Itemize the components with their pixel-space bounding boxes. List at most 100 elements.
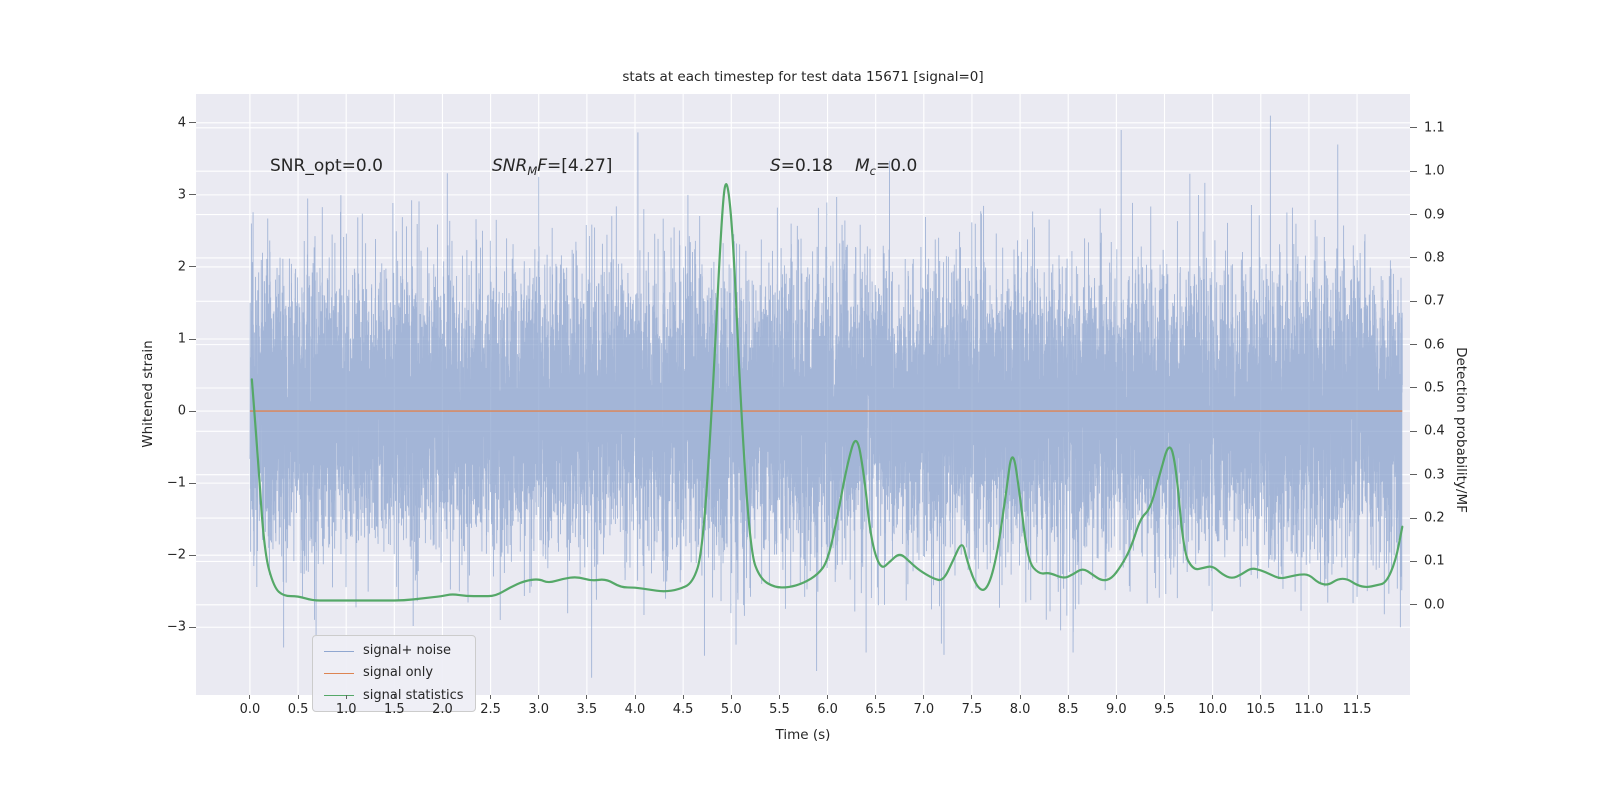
annotation-text-part: SNR_opt=0.0 (270, 156, 383, 176)
left-y-tick-mark (189, 122, 196, 124)
left-y-tick-label: 0 (177, 403, 186, 419)
x-tick-mark (1019, 695, 1021, 699)
x-tick-mark (730, 695, 732, 699)
x-tick-mark (1308, 695, 1310, 699)
x-tick-mark (441, 695, 443, 699)
annotation-text-part: F (537, 156, 548, 176)
legend-item-label: signal statistics (363, 687, 464, 703)
x-tick-label: 5.0 (720, 702, 742, 717)
x-tick-label: 0.0 (239, 702, 261, 717)
right-y-tick-label: 0.0 (1424, 597, 1445, 613)
x-tick-label: 8.0 (1009, 702, 1031, 717)
x-tick-label: 0.5 (287, 702, 309, 717)
legend-item: signal+ noise (324, 643, 464, 659)
right-y-tick-label: 0.2 (1424, 510, 1445, 526)
x-tick-mark (1212, 695, 1214, 699)
x-tick-label: 3.5 (576, 702, 598, 717)
annotation-text-part: SNR (492, 156, 528, 176)
annotation-text-part: =0.18 (780, 156, 833, 176)
x-tick-label: 5.5 (769, 702, 790, 717)
x-tick-mark (1356, 695, 1358, 699)
x-tick-mark (586, 695, 588, 699)
right-y-tick-mark (1410, 430, 1417, 432)
left-y-tick-label: 1 (177, 331, 186, 347)
right-y-tick-label: 0.7 (1424, 293, 1445, 309)
annotation-text-part: =0.0 (876, 156, 918, 176)
s-stat-annotation: S=0.18 (770, 156, 833, 176)
left-y-tick-label: −1 (166, 475, 186, 491)
right-y-tick-mark (1410, 127, 1417, 129)
right-y-tick-label: 0.3 (1424, 467, 1445, 483)
x-tick-mark (1115, 695, 1117, 699)
right-y-tick-label: 0.5 (1424, 380, 1445, 396)
x-tick-mark (923, 695, 925, 699)
legend-line-sample (324, 672, 354, 674)
left-y-tick-label: −2 (166, 547, 186, 563)
x-tick-mark (538, 695, 540, 699)
x-tick-mark (345, 695, 347, 699)
right-y-tick-label: 1.0 (1424, 163, 1445, 179)
x-tick-mark (249, 695, 251, 699)
x-tick-mark (297, 695, 299, 699)
left-y-tick-mark (189, 554, 196, 556)
x-tick-mark (1164, 695, 1165, 699)
x-tick-label: 4.0 (624, 702, 646, 717)
x-tick-label: 2.0 (432, 702, 453, 717)
left-y-tick-label: −3 (166, 619, 186, 635)
x-tick-label: 7.5 (961, 702, 983, 717)
legend-item-label: signal+ noise (363, 643, 452, 658)
right-y-tick-label: 0.8 (1424, 250, 1445, 266)
annotation-text-part: M (527, 164, 538, 178)
x-tick-label: 9.0 (1106, 702, 1127, 717)
x-tick-label: 11.0 (1294, 702, 1324, 717)
left-y-tick-label: 2 (177, 259, 186, 275)
right-y-tick-mark (1410, 517, 1417, 519)
right-y-tick-mark (1410, 387, 1417, 389)
x-tick-mark (971, 695, 973, 699)
x-tick-label: 10.0 (1198, 702, 1228, 717)
right-y-tick-mark (1410, 474, 1417, 476)
legend: signal+ noise signal only signal statistic… (312, 635, 476, 712)
legend-line-sample (324, 695, 354, 697)
left-y-tick-mark (189, 338, 196, 340)
annotation-text-part: c (869, 164, 876, 178)
x-tick-mark (1067, 695, 1069, 699)
right-y-tick-mark (1410, 214, 1417, 216)
left-y-tick-mark (189, 626, 196, 628)
right-y-axis-label: Detection probability/MF (1453, 347, 1469, 513)
plot-area: SNR_opt=0.0 SNRMF=[4.27] S=0.18 Mc=0.0 sign… (196, 94, 1410, 712)
legend-line-sample (324, 650, 354, 652)
right-y-tick-label: 0.6 (1424, 337, 1445, 353)
legend-item-label: signal only (363, 665, 434, 681)
x-tick-label: 6.5 (865, 702, 887, 717)
x-tick-label: 6.0 (817, 702, 838, 717)
right-y-tick-mark (1410, 257, 1417, 259)
x-tick-mark (778, 695, 780, 699)
right-y-tick-mark (1410, 344, 1417, 346)
mc-annotation: Mc=0.0 (855, 156, 917, 178)
x-tick-label: 4.5 (672, 702, 694, 717)
snr-mf-annotation: SNRMF=[4.27] (492, 156, 612, 178)
left-y-tick-mark (189, 410, 196, 412)
x-tick-label: 1.5 (383, 702, 405, 717)
chart-title: stats at each timestep for test data 156… (622, 69, 984, 85)
right-y-tick-label: 0.4 (1424, 423, 1445, 439)
x-tick-mark (682, 695, 684, 699)
right-y-tick-label: 1.1 (1424, 120, 1445, 136)
plot-canvas (196, 94, 1410, 695)
x-tick-label: 3.0 (528, 702, 550, 717)
x-axis-label: Time (s) (775, 727, 831, 743)
left-y-tick-mark (189, 266, 196, 268)
x-tick-mark (393, 695, 395, 699)
left-y-tick-mark (189, 482, 196, 484)
legend-item: signal statistics (324, 688, 464, 704)
x-tick-mark (827, 695, 829, 699)
x-tick-mark (875, 695, 877, 699)
right-y-tick-mark (1410, 604, 1417, 606)
right-y-tick-mark (1410, 170, 1417, 172)
x-tick-label: 9.5 (1154, 702, 1175, 717)
left-y-axis-label: Whitened strain (140, 340, 156, 448)
annotation-text-part: =[4.27] (547, 156, 613, 176)
annotation-text-part: S (770, 156, 781, 176)
